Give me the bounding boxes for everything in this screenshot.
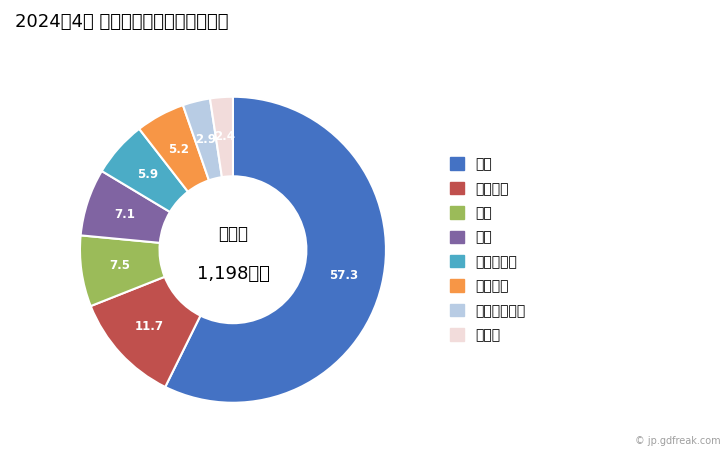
Text: 5.2: 5.2	[168, 143, 189, 156]
Text: 11.7: 11.7	[135, 320, 164, 333]
Text: 7.5: 7.5	[110, 259, 130, 272]
Wedge shape	[81, 171, 170, 243]
Wedge shape	[210, 97, 233, 177]
Text: 2.4: 2.4	[214, 130, 235, 143]
Text: 1,198万円: 1,198万円	[197, 265, 269, 283]
Text: 2.9: 2.9	[195, 133, 216, 146]
Text: 2024年4月 輸出相手国のシェア（％）: 2024年4月 輸出相手国のシェア（％）	[15, 14, 228, 32]
Wedge shape	[80, 235, 165, 306]
Text: 5.9: 5.9	[137, 167, 158, 180]
Legend: 中国, フランス, 韓国, 米国, ポルトガル, イタリア, インドネシア, その他: 中国, フランス, 韓国, 米国, ポルトガル, イタリア, インドネシア, そ…	[451, 158, 526, 342]
Wedge shape	[91, 277, 200, 387]
Wedge shape	[102, 129, 188, 212]
Wedge shape	[183, 99, 222, 180]
Text: © jp.gdfreak.com: © jp.gdfreak.com	[635, 436, 721, 446]
Text: 総　額: 総 額	[218, 225, 248, 243]
Wedge shape	[165, 97, 386, 403]
Text: 7.1: 7.1	[114, 208, 135, 220]
Text: 57.3: 57.3	[329, 269, 358, 282]
Wedge shape	[139, 105, 209, 192]
